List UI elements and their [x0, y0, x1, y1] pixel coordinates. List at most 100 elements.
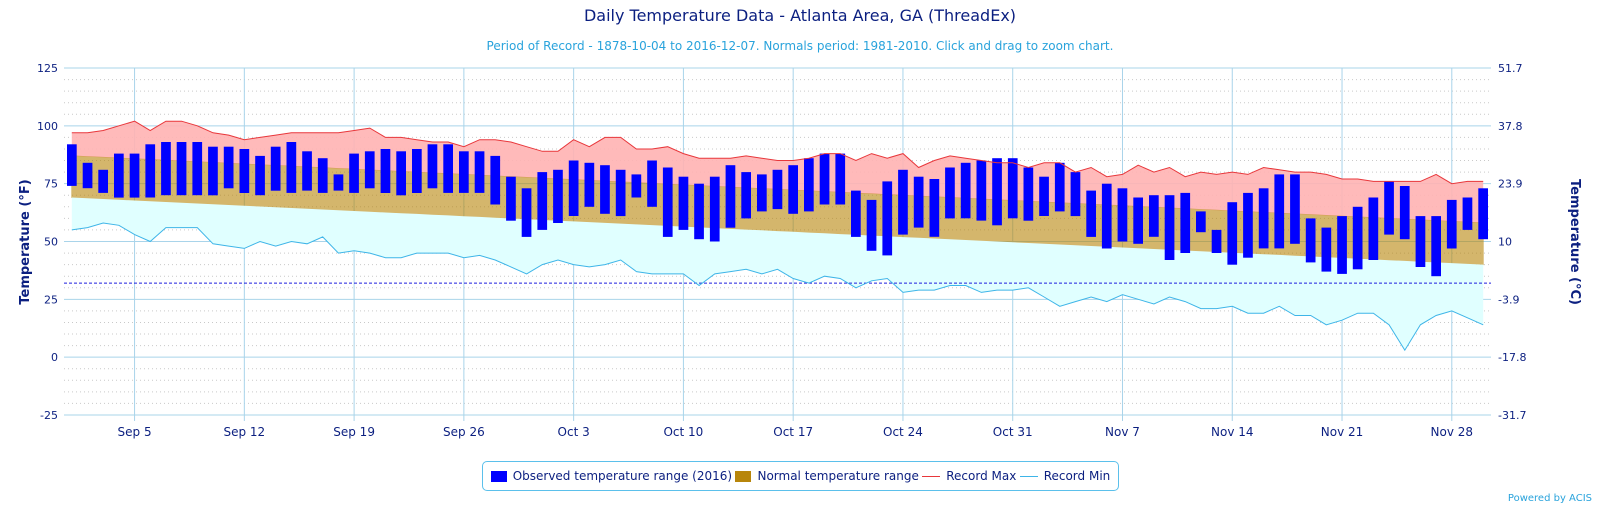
observed-bar[interactable]: [976, 160, 987, 221]
observed-bar[interactable]: [1196, 211, 1206, 233]
observed-bar[interactable]: [114, 153, 124, 198]
observed-bar[interactable]: [1431, 216, 1441, 277]
observed-bar[interactable]: [1274, 174, 1285, 249]
observed-bar[interactable]: [1321, 227, 1332, 272]
observed-bar[interactable]: [1352, 206, 1363, 270]
observed-bar[interactable]: [1133, 197, 1143, 244]
observed-bar[interactable]: [364, 151, 375, 189]
observed-bar[interactable]: [317, 158, 328, 193]
observed-bar[interactable]: [1023, 167, 1034, 221]
observed-bar[interactable]: [788, 165, 798, 214]
observed-bar[interactable]: [286, 142, 297, 193]
observed-bar[interactable]: [945, 167, 955, 219]
observed-bar[interactable]: [474, 151, 485, 193]
observed-bar[interactable]: [349, 153, 359, 193]
observed-bar[interactable]: [537, 172, 548, 230]
observed-bar[interactable]: [1227, 202, 1238, 265]
observed-bar[interactable]: [725, 165, 736, 228]
observed-bar[interactable]: [709, 176, 720, 242]
observed-bar[interactable]: [1007, 158, 1018, 219]
observed-bar[interactable]: [804, 158, 814, 212]
observed-bar[interactable]: [1258, 188, 1269, 249]
observed-bar[interactable]: [1478, 188, 1488, 240]
observed-bar[interactable]: [443, 144, 453, 193]
observed-bar[interactable]: [67, 144, 77, 186]
legend-item-normal[interactable]: Normal temperature range: [735, 469, 919, 483]
observed-bar[interactable]: [647, 160, 657, 207]
observed-bar[interactable]: [192, 142, 203, 196]
observed-bar[interactable]: [412, 149, 422, 193]
observed-bar[interactable]: [819, 153, 830, 205]
observed-bar[interactable]: [1101, 183, 1112, 249]
observed-bar[interactable]: [1290, 174, 1300, 244]
observed-bar[interactable]: [913, 176, 924, 228]
observed-bar[interactable]: [992, 158, 1002, 226]
observed-bar[interactable]: [835, 153, 846, 205]
observed-bar[interactable]: [678, 176, 689, 230]
observed-bar[interactable]: [145, 144, 156, 198]
observed-bar[interactable]: [1086, 190, 1096, 237]
observed-bar[interactable]: [396, 151, 406, 196]
observed-bar[interactable]: [553, 169, 563, 223]
observed-bar[interactable]: [1446, 199, 1457, 249]
observed-bar[interactable]: [866, 199, 877, 251]
observed-bar[interactable]: [1368, 197, 1379, 261]
legend-item-record-max[interactable]: Record Max: [922, 469, 1016, 483]
y-tick-label-left: 100: [37, 120, 58, 133]
observed-bar[interactable]: [490, 155, 501, 205]
observed-bar[interactable]: [176, 142, 187, 196]
observed-bar[interactable]: [772, 169, 783, 210]
observed-bar[interactable]: [631, 174, 642, 198]
observed-bar[interactable]: [584, 162, 595, 207]
observed-bar[interactable]: [1039, 176, 1049, 216]
observed-bar[interactable]: [302, 151, 312, 191]
observed-bar[interactable]: [82, 162, 93, 189]
legend-item-observed[interactable]: Observed temperature range (2016): [490, 469, 732, 483]
record-min-area: [71, 197, 1484, 351]
observed-bar[interactable]: [1305, 218, 1316, 263]
observed-bar[interactable]: [161, 142, 171, 196]
legend-item-record-min[interactable]: Record Min: [1019, 469, 1110, 483]
observed-bar[interactable]: [1243, 192, 1253, 258]
observed-bar[interactable]: [1164, 195, 1175, 260]
observed-bar[interactable]: [851, 190, 861, 237]
observed-bar[interactable]: [1149, 195, 1159, 237]
observed-bar[interactable]: [757, 174, 767, 212]
observed-bar[interactable]: [1117, 188, 1128, 242]
observed-bar[interactable]: [929, 179, 940, 237]
observed-bar[interactable]: [255, 155, 265, 196]
observed-bar[interactable]: [98, 169, 108, 193]
observed-bar[interactable]: [427, 144, 438, 189]
observed-bar[interactable]: [208, 146, 218, 196]
observed-bar[interactable]: [129, 153, 140, 198]
observed-bar[interactable]: [1070, 172, 1081, 217]
observed-bar[interactable]: [270, 146, 281, 191]
observed-bar[interactable]: [521, 188, 532, 237]
observed-bar[interactable]: [1415, 216, 1426, 267]
observed-bar[interactable]: [600, 165, 610, 214]
observed-bar[interactable]: [459, 151, 469, 193]
observed-bar[interactable]: [223, 146, 234, 189]
observed-bar[interactable]: [1462, 197, 1473, 230]
observed-bar[interactable]: [1384, 181, 1394, 235]
observed-bar[interactable]: [1211, 229, 1222, 253]
observed-bar[interactable]: [1337, 216, 1347, 274]
observed-bar[interactable]: [506, 176, 516, 221]
observed-bar[interactable]: [333, 174, 344, 191]
credits-link[interactable]: Powered by ACIS: [1507, 493, 1592, 504]
observed-bar[interactable]: [898, 169, 908, 235]
observed-bar[interactable]: [960, 162, 971, 219]
observed-bar[interactable]: [615, 169, 626, 217]
observed-bar[interactable]: [662, 167, 673, 237]
observed-bar[interactable]: [1054, 162, 1065, 212]
observed-bar[interactable]: [380, 149, 391, 193]
observed-bar[interactable]: [741, 172, 751, 219]
observed-bar[interactable]: [1399, 186, 1410, 240]
observed-bar[interactable]: [1180, 192, 1191, 253]
observed-bar[interactable]: [882, 181, 893, 256]
observed-bar[interactable]: [568, 160, 579, 217]
observed-bar[interactable]: [239, 149, 250, 193]
observed-bar[interactable]: [694, 183, 704, 240]
